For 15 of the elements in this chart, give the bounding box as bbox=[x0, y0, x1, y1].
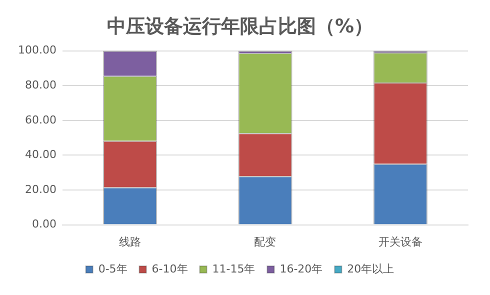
x-tick-label: 配变 bbox=[254, 235, 276, 248]
y-tick-label: 60.00 bbox=[24, 113, 56, 126]
legend-label: 16-20年 bbox=[280, 262, 323, 276]
legend-label: 20年以上 bbox=[347, 262, 394, 276]
legend-label: 0-5年 bbox=[98, 262, 128, 276]
y-tick-label: 20.00 bbox=[24, 182, 56, 196]
y-tick-label: 100.00 bbox=[18, 44, 56, 57]
y-tick-label: 40.00 bbox=[24, 148, 56, 162]
x-tick-label: 开关设备 bbox=[378, 235, 422, 248]
chart-title: 中压设备运行年限占比图（%） bbox=[106, 15, 374, 38]
x-tick-label: 线路 bbox=[119, 235, 142, 248]
legend-label: 6-10年 bbox=[152, 262, 188, 276]
legend-label: 11-15年 bbox=[212, 262, 256, 276]
y-tick-label: 0.00 bbox=[32, 218, 56, 231]
y-tick-label: 80.00 bbox=[24, 78, 56, 92]
